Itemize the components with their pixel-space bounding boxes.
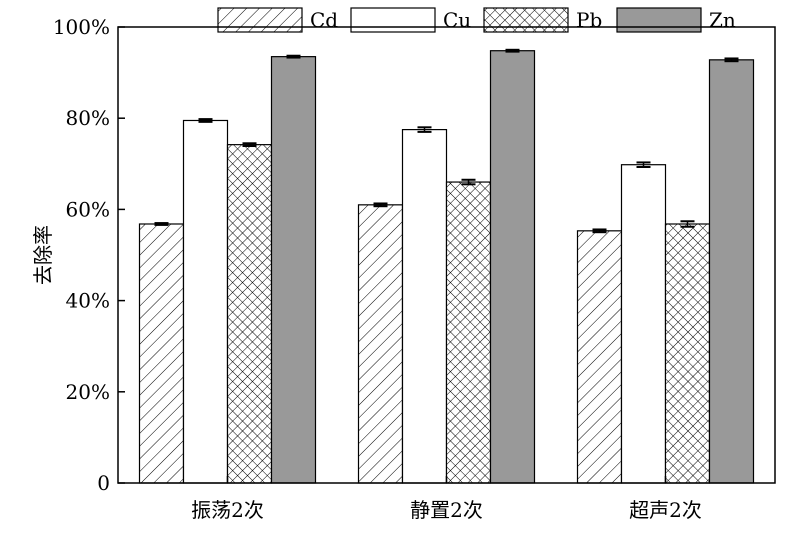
y-tick-label: 20% bbox=[66, 380, 110, 404]
legend-swatch-cu bbox=[350, 7, 436, 33]
y-tick-label: 100% bbox=[53, 15, 110, 39]
axes: 0 20% 40% 60% 80% 100% 振荡2次 静置2次 超声2次 bbox=[53, 15, 776, 522]
x-category-label: 超声2次 bbox=[629, 498, 702, 522]
bar-cd bbox=[138, 223, 185, 484]
legend-swatch-pb bbox=[483, 7, 569, 33]
bar-pb bbox=[664, 223, 711, 484]
bar-zn bbox=[270, 56, 317, 484]
y-tick-label: 0 bbox=[97, 471, 110, 495]
y-axis-label: 去除率 bbox=[31, 225, 55, 285]
legend-label-cu: Cu bbox=[443, 8, 471, 32]
bar-cu bbox=[620, 164, 667, 484]
bar-cu bbox=[182, 119, 229, 484]
bar-pb bbox=[445, 181, 492, 484]
bar-cu bbox=[401, 129, 448, 484]
bar-pb bbox=[226, 144, 273, 484]
legend-swatch-zn bbox=[616, 7, 702, 33]
bars-group bbox=[138, 50, 755, 484]
error-bars-group bbox=[154, 48, 739, 234]
legend-label-zn: Zn bbox=[709, 8, 736, 32]
x-category-label: 振荡2次 bbox=[191, 498, 264, 522]
bar-zn bbox=[489, 50, 536, 484]
x-category-label: 静置2次 bbox=[410, 498, 483, 522]
legend-label-pb: Pb bbox=[576, 8, 602, 32]
bar-cd bbox=[576, 230, 623, 484]
y-tick-label: 40% bbox=[66, 289, 110, 313]
y-tick-label: 80% bbox=[66, 106, 110, 130]
y-tick-label: 60% bbox=[66, 197, 110, 221]
legend-label-cd: Cd bbox=[310, 8, 338, 32]
legend: Cd Cu Pb Zn bbox=[217, 7, 736, 33]
legend-swatch-cd bbox=[217, 7, 303, 33]
bar-zn bbox=[708, 59, 755, 484]
bar-cd bbox=[357, 204, 404, 484]
